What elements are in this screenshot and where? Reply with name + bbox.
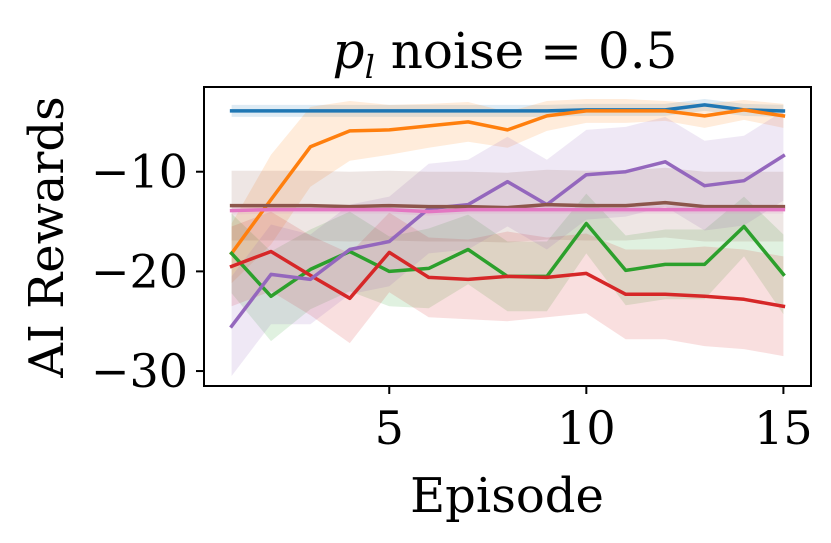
confidence-bands: [231, 99, 784, 377]
line-pink: [229, 207, 786, 214]
line-brown: [229, 200, 786, 210]
band-green: [231, 193, 784, 342]
x-tick-label: 15: [754, 401, 813, 455]
plot-frame: [203, 86, 812, 387]
title-rest: noise = 0.5: [375, 22, 678, 80]
band-brown: [231, 167, 784, 243]
y-tick-label: −30: [91, 344, 188, 398]
chart-title: pl noise = 0.5: [333, 22, 678, 86]
band-orange: [231, 99, 784, 284]
line-orange: [229, 108, 786, 256]
band-purple: [231, 110, 784, 377]
series-lines: [229, 103, 786, 329]
x-tick-label: 10: [557, 401, 616, 455]
y-tick-label: −10: [91, 145, 188, 199]
y-axis-label: AI Rewards: [19, 96, 75, 378]
ticks: 5 10 15 −10 −20 −30: [91, 145, 813, 455]
title-subscript: l: [365, 48, 375, 86]
title-variable: p: [333, 22, 365, 80]
line-purple: [229, 153, 786, 329]
x-tick-label: 5: [375, 401, 404, 455]
line-red: [229, 249, 786, 309]
y-tick-label: −20: [91, 244, 188, 298]
x-axis-label: Episode: [410, 468, 604, 524]
line-blue: [229, 103, 786, 113]
band-red: [231, 211, 784, 357]
